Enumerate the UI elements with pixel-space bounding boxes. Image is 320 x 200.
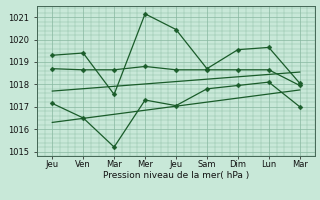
X-axis label: Pression niveau de la mer( hPa ): Pression niveau de la mer( hPa ) bbox=[103, 171, 249, 180]
